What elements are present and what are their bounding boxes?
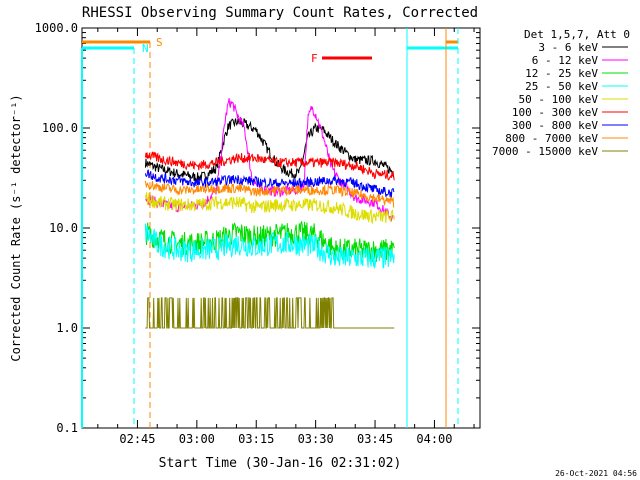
y-tick-label: 100.0 <box>42 121 78 135</box>
series-line <box>144 151 395 181</box>
y-axis-label: Corrected Count Rate (s⁻¹ detector⁻¹) <box>9 94 23 361</box>
night-marker-label: N <box>142 42 149 55</box>
x-tick-label: 03:45 <box>357 432 393 446</box>
legend-label: 7000 - 15000 keV <box>492 145 598 158</box>
saa-marker-label: S <box>156 36 163 49</box>
y-tick-label: 1.0 <box>56 321 78 335</box>
legend-label: 100 - 300 keV <box>512 106 598 119</box>
x-tick-label: 03:30 <box>298 432 334 446</box>
x-axis: 02:45 03:00 03:15 03:30 03:45 04:00 <box>97 28 475 446</box>
series-line <box>144 169 395 198</box>
plot-frame <box>81 27 481 429</box>
legend-label: 6 - 12 keV <box>532 54 599 67</box>
legend-label: 3 - 6 keV <box>538 41 598 54</box>
x-tick-label: 03:00 <box>179 432 215 446</box>
legend-label: 300 - 800 keV <box>512 119 598 132</box>
series-line <box>144 192 395 225</box>
x-axis-label: Start Time (30-Jan-16 02:31:02) <box>159 456 402 471</box>
legend-label: 12 - 25 keV <box>525 67 598 80</box>
series-line <box>144 180 395 208</box>
x-tick-label: 03:15 <box>238 432 274 446</box>
legend-label: 50 - 100 keV <box>519 93 599 106</box>
chart-title: RHESSI Observing Summary Count Rates, Co… <box>82 5 478 21</box>
x-tick-label: 04:00 <box>416 432 452 446</box>
series-line <box>145 297 395 329</box>
x-tick-label: 02:45 <box>119 432 155 446</box>
legend-label: 800 - 7000 keV <box>505 132 598 145</box>
y-tick-label: 1000.0 <box>35 21 78 35</box>
y-tick-label: 0.1 <box>56 421 78 435</box>
y-axis: 1000.0 100.0 10.0 1.0 0.1 <box>35 21 480 435</box>
series-group <box>144 98 395 329</box>
series-line <box>144 118 395 184</box>
flare-marker-label: F <box>311 52 318 65</box>
timestamp: 26-Oct-2021 04:56 <box>555 469 637 478</box>
legend-header: Det 1,5,7, Att 0 <box>524 28 630 41</box>
y-tick-label: 10.0 <box>49 221 78 235</box>
legend-label: 25 - 50 keV <box>525 80 598 93</box>
observing-state-blocks: S N F <box>81 28 459 428</box>
series-line <box>144 223 395 269</box>
